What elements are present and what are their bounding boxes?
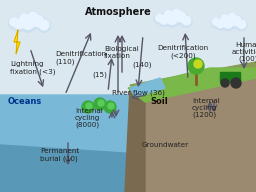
Circle shape (211, 18, 221, 27)
Polygon shape (128, 68, 256, 102)
Circle shape (215, 19, 226, 30)
Circle shape (33, 15, 44, 27)
Circle shape (38, 20, 50, 32)
Circle shape (175, 12, 187, 24)
Circle shape (182, 16, 191, 25)
Circle shape (13, 19, 25, 31)
Text: Oceans: Oceans (8, 98, 42, 107)
Polygon shape (14, 30, 20, 54)
Circle shape (158, 15, 169, 26)
Circle shape (86, 103, 92, 109)
Text: Atmosphere: Atmosphere (85, 7, 151, 17)
Circle shape (172, 9, 181, 18)
Circle shape (221, 79, 229, 87)
Circle shape (156, 14, 163, 22)
Circle shape (231, 78, 241, 88)
Circle shape (188, 58, 204, 74)
Circle shape (212, 18, 220, 25)
Circle shape (176, 12, 186, 22)
Circle shape (31, 15, 45, 29)
Text: Lightning
fixation (<3): Lightning fixation (<3) (10, 61, 56, 75)
Circle shape (194, 60, 202, 68)
Circle shape (216, 19, 225, 28)
Circle shape (221, 17, 235, 31)
Text: Groundwater: Groundwater (141, 142, 189, 148)
Text: River flow (36): River flow (36) (112, 90, 164, 96)
Circle shape (223, 17, 233, 28)
Circle shape (221, 15, 228, 22)
Circle shape (98, 100, 104, 106)
Circle shape (108, 103, 114, 109)
Text: Denitrification
(110): Denitrification (110) (55, 51, 106, 65)
Circle shape (27, 12, 39, 24)
Circle shape (166, 13, 178, 24)
Circle shape (232, 16, 241, 26)
Circle shape (230, 16, 243, 28)
Polygon shape (0, 95, 160, 108)
Text: (15): (15) (93, 72, 108, 78)
Circle shape (39, 20, 49, 30)
Circle shape (236, 20, 247, 31)
Circle shape (165, 11, 172, 18)
Circle shape (20, 14, 28, 22)
Text: Soil: Soil (150, 98, 168, 107)
Polygon shape (0, 108, 160, 192)
Circle shape (227, 13, 238, 24)
Circle shape (171, 9, 182, 20)
Polygon shape (145, 75, 256, 192)
Circle shape (228, 13, 236, 22)
Circle shape (94, 98, 106, 110)
Circle shape (19, 14, 29, 24)
Circle shape (28, 12, 38, 22)
Text: Biological
fixation: Biological fixation (104, 46, 139, 59)
Polygon shape (130, 62, 256, 100)
Polygon shape (0, 145, 155, 192)
Text: Internal
cycling
(8000): Internal cycling (8000) (75, 108, 103, 128)
Text: Denitrification
(<200): Denitrification (<200) (157, 45, 209, 59)
Text: Internal
cycling
(1200): Internal cycling (1200) (192, 98, 220, 118)
Circle shape (165, 12, 179, 27)
Text: Human
activities
(100): Human activities (100) (232, 42, 256, 62)
Circle shape (22, 17, 34, 29)
Circle shape (220, 15, 229, 24)
Bar (220, 72, 240, 82)
Circle shape (237, 20, 246, 29)
Circle shape (181, 16, 192, 27)
Polygon shape (125, 88, 145, 192)
Circle shape (164, 10, 173, 20)
Polygon shape (130, 78, 165, 97)
Circle shape (104, 101, 116, 113)
Circle shape (9, 18, 19, 28)
Circle shape (159, 15, 168, 24)
Text: Permanent
burial (10): Permanent burial (10) (40, 148, 79, 162)
Circle shape (82, 101, 94, 113)
Circle shape (14, 19, 24, 29)
Circle shape (20, 16, 36, 32)
Text: (140): (140) (132, 62, 152, 68)
Circle shape (155, 14, 164, 24)
Circle shape (10, 18, 18, 26)
